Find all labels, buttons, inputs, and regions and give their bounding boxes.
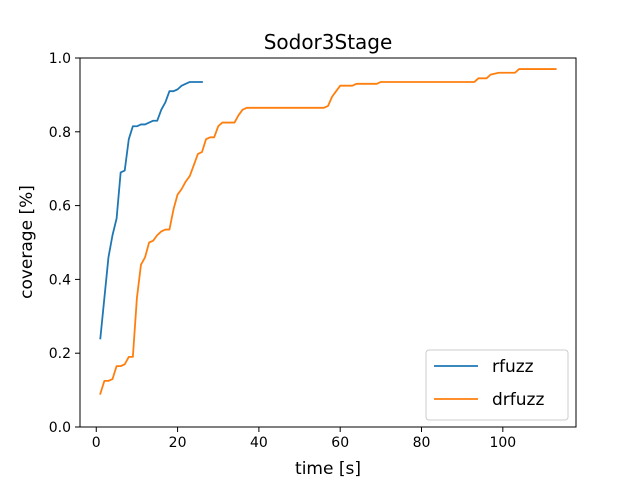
plot-frame	[79, 57, 577, 428]
x-tick-label: 0	[92, 435, 101, 451]
y-tick-label: 0.6	[49, 199, 71, 215]
x-tick-label: 40	[250, 435, 268, 451]
chart-title: Sodor3Stage	[264, 30, 393, 54]
y-tick-label: 0.8	[49, 125, 71, 141]
x-tick-label: 100	[489, 435, 516, 451]
x-tick-label: 20	[169, 435, 187, 451]
legend-label-drfuzz: drfuzz	[492, 390, 544, 410]
series-line-rfuzz	[99, 81, 203, 340]
legend: rfuzz drfuzz	[425, 349, 569, 421]
series-line-drfuzz	[99, 68, 557, 395]
plot-area	[79, 57, 577, 428]
y-axis: 0.0 0.2 0.4 0.6 0.8 1.0	[49, 51, 80, 436]
y-tick-label: 1.0	[49, 51, 71, 67]
y-tick-label: 0.2	[49, 346, 71, 362]
x-axis-label: time [s]	[295, 459, 361, 479]
legend-box	[425, 349, 569, 421]
y-axis-label: coverage [%]	[17, 185, 37, 299]
series-group	[99, 68, 557, 395]
x-tick-label: 60	[331, 435, 349, 451]
x-tick-label: 80	[413, 435, 431, 451]
legend-label-rfuzz: rfuzz	[492, 357, 534, 377]
y-tick-label: 0.0	[49, 420, 71, 436]
y-tick-label: 0.4	[49, 272, 71, 288]
x-axis: 0 20 40 60 80 100	[92, 427, 516, 451]
